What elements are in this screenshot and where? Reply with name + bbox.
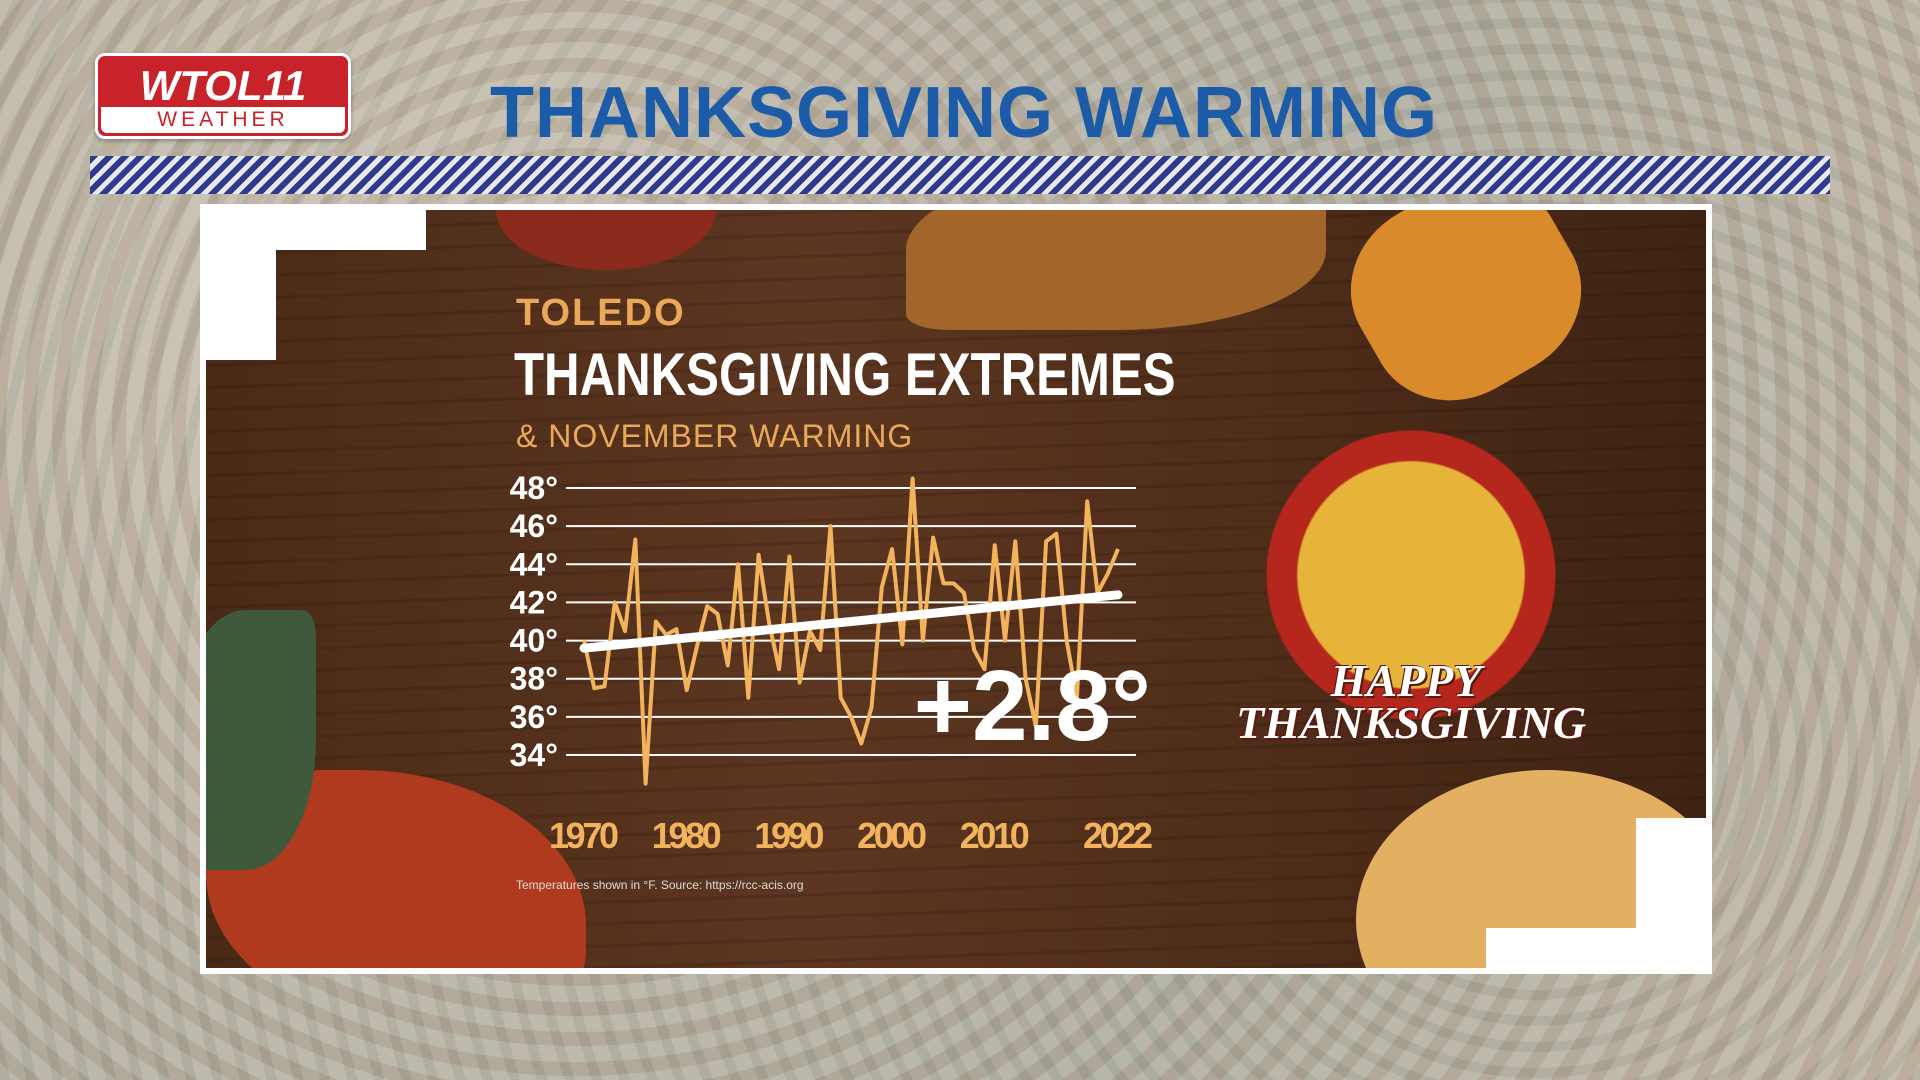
x-tick-label: 1990 <box>754 815 824 856</box>
warming-change-label: +2.8° <box>914 650 1151 762</box>
graphic-board: TOLEDO THANKSGIVING EXTREMES & NOVEMBER … <box>200 204 1712 974</box>
station-logo: WTOL11 WEATHER <box>95 53 351 139</box>
y-tick-label: 48° <box>510 470 558 506</box>
source-note: Temperatures shown in °F. Source: https:… <box>516 878 804 892</box>
hatched-divider <box>90 156 1830 194</box>
page-title: THANKSGIVING WARMING <box>490 73 1438 153</box>
y-tick-label: 38° <box>510 661 558 697</box>
y-tick-label: 44° <box>510 546 558 582</box>
y-tick-label: 42° <box>510 584 558 620</box>
badge-line-1: HAPPY <box>1330 655 1482 706</box>
wood-panel: TOLEDO THANKSGIVING EXTREMES & NOVEMBER … <box>206 210 1706 968</box>
temperature-chart: 34°36°38°40°42°44°46°48° 1970 1980 1990 2000… <box>510 470 1153 856</box>
y-tick-label: 36° <box>510 699 558 735</box>
corner-frame <box>1636 818 1706 968</box>
corner-frame <box>206 210 276 360</box>
badge-line-2: THANKSGIVING <box>1236 697 1587 748</box>
green-leaf-decoration <box>206 610 316 870</box>
x-tick-label: 2022 <box>1083 815 1153 856</box>
x-tick-label: 2010 <box>960 815 1030 856</box>
graphic-subtitle: & NOVEMBER WARMING <box>516 418 914 454</box>
x-tick-label: 2000 <box>857 815 927 856</box>
x-tick-label: 1980 <box>652 815 722 856</box>
y-tick-label: 46° <box>510 508 558 544</box>
x-tick-label: 1970 <box>549 815 619 856</box>
cornucopia-icon <box>1266 430 1556 720</box>
y-tick-label: 34° <box>510 737 558 773</box>
logo-name: WTOL11 <box>139 62 307 109</box>
happy-thanksgiving-badge: HAPPY THANKSGIVING <box>1236 430 1586 746</box>
y-tick-label: 40° <box>510 623 558 659</box>
logo-sub: WEATHER <box>101 107 345 133</box>
location-label: TOLEDO <box>516 292 686 334</box>
graphic-title: THANKSGIVING EXTREMES <box>514 341 1176 408</box>
trend-line <box>579 590 1123 653</box>
